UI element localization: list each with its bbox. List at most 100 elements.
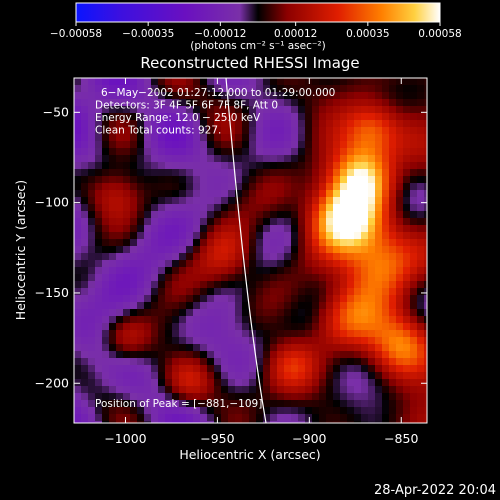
heatmap-cell [144,204,151,211]
heatmap-cell [249,218,256,225]
heatmap-cell [347,246,354,253]
heatmap-cell [109,393,116,400]
heatmap-cell [144,393,151,400]
heatmap-cell [263,393,270,400]
heatmap-cell [95,183,102,190]
heatmap-cell [319,351,326,358]
heatmap-cell [424,85,427,92]
heatmap-cell [333,127,340,134]
heatmap-cell [249,358,256,365]
heatmap-cell [74,155,81,162]
heatmap-cell [403,197,410,204]
heatmap-cell [305,148,312,155]
heatmap-cell [123,295,130,302]
heatmap-cell [123,365,130,372]
heatmap-cell [417,85,424,92]
heatmap-cell [389,176,396,183]
heatmap-cell [172,407,179,414]
heatmap-cell [151,344,158,351]
heatmap-cell [417,239,424,246]
heatmap-cell [333,218,340,225]
heatmap-cell [347,232,354,239]
heatmap-cell [389,99,396,106]
heatmap-cell [417,316,424,323]
heatmap-cell [410,295,417,302]
heatmap-cell [242,421,249,423]
heatmap-cell [130,78,137,85]
heatmap-cell [410,281,417,288]
heatmap-cell [277,379,284,386]
heatmap-cell [263,323,270,330]
heatmap-cell [179,155,186,162]
heatmap-cell [368,155,375,162]
heatmap-cell [410,302,417,309]
heatmap-cell [389,204,396,211]
heatmap-cell [410,218,417,225]
heatmap-cell [179,120,186,127]
heatmap-cell [326,365,333,372]
heatmap-cell [263,155,270,162]
heatmap-cell [95,379,102,386]
heatmap-cell [284,379,291,386]
heatmap-cell [200,211,207,218]
heatmap-cell [249,197,256,204]
heatmap-cell [298,211,305,218]
heatmap-cell [95,344,102,351]
heatmap-cell [284,232,291,239]
heatmap-cell [214,309,221,316]
heatmap-cell [221,204,228,211]
heatmap-cell [382,169,389,176]
heatmap-cell [214,351,221,358]
heatmap-cell [417,120,424,127]
heatmap-cell [88,99,95,106]
heatmap-cell [249,372,256,379]
heatmap-cell [410,414,417,421]
heatmap-cell [228,246,235,253]
heatmap-cell [326,204,333,211]
heatmap-cell [361,169,368,176]
heatmap-cell [319,120,326,127]
heatmap-cell [270,232,277,239]
heatmap-cell [417,400,424,407]
heatmap-cell [158,113,165,120]
heatmap-cell [151,113,158,120]
heatmap-cell [137,183,144,190]
heatmap-cell [102,176,109,183]
heatmap-cell [354,204,361,211]
heatmap-cell [158,99,165,106]
heatmap-cell [270,211,277,218]
heatmap-cell [284,211,291,218]
heatmap-cell [277,407,284,414]
heatmap-cell [102,141,109,148]
heatmap-cell [228,344,235,351]
heatmap-cell [368,141,375,148]
heatmap-cell [116,414,123,421]
heatmap-cell [340,113,347,120]
heatmap-cell [417,407,424,414]
heatmap-cell [298,260,305,267]
heatmap-cell [179,372,186,379]
heatmap-cell [396,274,403,281]
heatmap-cell [81,379,88,386]
heatmap-cell [291,260,298,267]
heatmap-cell [144,288,151,295]
heatmap-cell [207,260,214,267]
heatmap-cell [389,344,396,351]
heatmap-cell [354,106,361,113]
heatmap-cell [361,351,368,358]
heatmap-cell [270,218,277,225]
heatmap-cell [109,372,116,379]
heatmap-cell [172,120,179,127]
heatmap-cell [242,386,249,393]
heatmap-cell [74,337,81,344]
heatmap-cell [165,253,172,260]
heatmap-cell [270,323,277,330]
heatmap-cell [200,169,207,176]
heatmap-cell [305,120,312,127]
heatmap-cell [221,106,228,113]
heatmap-cell [193,106,200,113]
heatmap-cell [326,400,333,407]
heatmap-cell [144,414,151,421]
heatmap-cell [424,78,427,85]
heatmap-cell [109,99,116,106]
